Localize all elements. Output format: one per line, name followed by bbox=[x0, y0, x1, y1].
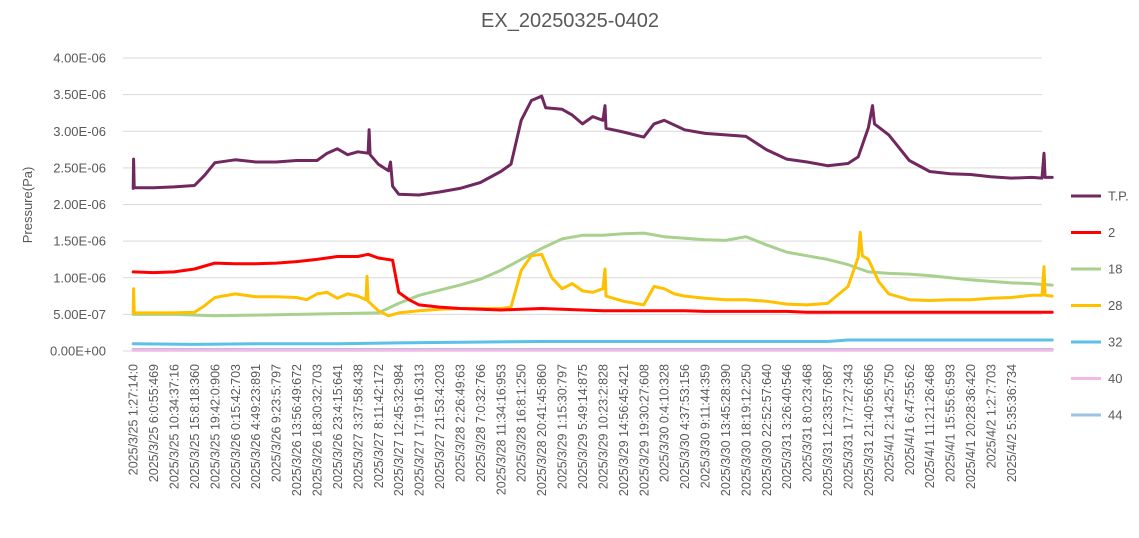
y-tick-label: 3.00E-06 bbox=[53, 124, 106, 139]
chart-title: EX_20250325-0402 bbox=[481, 10, 659, 32]
x-tick-label: 2025/3/28 11:34:16:953 bbox=[494, 364, 508, 495]
x-tick-label: 2025/3/25 6:0:55:469 bbox=[147, 364, 161, 482]
x-tick-label: 2025/4/1 2:14:25:750 bbox=[882, 364, 896, 482]
x-tick-label: 2025/3/27 3:37:58:438 bbox=[351, 364, 365, 489]
x-tick-label: 2025/3/28 20:41:45:860 bbox=[535, 364, 549, 496]
legend-label: 28 bbox=[1108, 298, 1122, 313]
legend-label: 44 bbox=[1108, 408, 1122, 423]
x-tick-label: 2025/3/25 19:42:0:906 bbox=[208, 364, 222, 489]
x-tick-label: 2025/3/31 3:26:40:546 bbox=[780, 364, 794, 489]
x-tick-label: 2025/4/2 1:2:7:703 bbox=[984, 364, 998, 468]
x-axis: 2025/3/25 1:27:14:0 2025/3/25 6:0:55:469 2… bbox=[127, 364, 1019, 496]
y-axis: 0.00E+00 5.00E-07 1.00E-06 1.50E-06 2.00E-06… bbox=[50, 51, 106, 359]
y-tick-label: 2.50E-06 bbox=[53, 160, 106, 175]
x-tick-label: 2025/3/30 9:11:44:359 bbox=[699, 364, 713, 488]
x-tick-label: 2025/3/25 1:27:14:0 bbox=[127, 364, 141, 475]
legend: T.P. 2 18 28 32 40 44 bbox=[1071, 189, 1129, 423]
series-lines bbox=[131, 94, 1054, 352]
y-tick-label: 1.50E-06 bbox=[53, 234, 106, 249]
y-tick-label: 3.50E-06 bbox=[53, 87, 106, 102]
x-tick-label: 2025/3/26 9:23:5:797 bbox=[270, 364, 284, 482]
x-tick-label: 2025/3/29 19:30:27:608 bbox=[637, 364, 651, 496]
x-tick-label: 2025/3/28 16:8:1:250 bbox=[515, 364, 529, 482]
y-tick-label: 1.00E-06 bbox=[53, 270, 106, 285]
x-tick-label: 2025/3/27 12:45:32:984 bbox=[392, 364, 406, 496]
x-tick-label: 2025/3/29 14:56:45:421 bbox=[617, 364, 631, 496]
x-tick-label: 2025/3/25 10:34:37:16 bbox=[168, 364, 182, 489]
y-tick-label: 2.00E-06 bbox=[53, 197, 106, 212]
x-tick-label: 2025/3/29 10:23:2:828 bbox=[596, 364, 610, 489]
x-tick-label: 2025/3/30 4:37:53:156 bbox=[678, 364, 692, 489]
x-tick-label: 2025/3/28 7:0:32:766 bbox=[474, 364, 488, 482]
x-tick-label: 2025/3/26 4:49:23:891 bbox=[249, 364, 263, 489]
series-line-28 bbox=[131, 230, 1054, 318]
x-tick-label: 2025/3/25 15:8:18:360 bbox=[188, 364, 202, 489]
legend-label: T.P. bbox=[1108, 189, 1129, 204]
x-tick-label: 2025/4/2 5:35:36:734 bbox=[1005, 364, 1019, 482]
x-tick-label: 2025/4/1 15:55:6:593 bbox=[944, 364, 958, 482]
series-line-2 bbox=[131, 252, 1054, 314]
x-tick-label: 2025/3/27 17:19:16:313 bbox=[413, 364, 427, 496]
x-tick-label: 2025/3/29 1:15:30:797 bbox=[556, 364, 570, 489]
legend-label: 2 bbox=[1108, 225, 1115, 240]
series-line-18 bbox=[131, 231, 1054, 318]
x-tick-label: 2025/3/30 13:45:28:390 bbox=[719, 364, 733, 496]
x-tick-label: 2025/4/1 20:28:36:420 bbox=[964, 364, 978, 489]
x-tick-label: 2025/3/27 8:11:42:172 bbox=[372, 364, 386, 488]
legend-label: 40 bbox=[1108, 371, 1122, 386]
series-line-T.P. bbox=[131, 94, 1054, 197]
legend-label: 18 bbox=[1108, 262, 1122, 277]
x-tick-label: 2025/3/31 12:33:57:687 bbox=[821, 364, 835, 496]
y-tick-label: 4.00E-06 bbox=[53, 51, 106, 66]
x-tick-label: 2025/4/1 6:47:55:62 bbox=[903, 364, 917, 475]
x-tick-label: 2025/4/1 11:21:26:468 bbox=[923, 364, 937, 488]
x-tick-label: 2025/3/31 21:40:56:656 bbox=[862, 364, 876, 496]
x-tick-label: 2025/3/31 8:0:23:468 bbox=[801, 364, 815, 482]
x-tick-label: 2025/3/29 5:49:14:875 bbox=[576, 364, 590, 489]
x-tick-label: 2025/3/30 18:19:12:250 bbox=[739, 364, 753, 496]
y-axis-label: Pressure(Pa) bbox=[20, 167, 35, 244]
x-tick-label: 2025/3/28 2:26:49:63 bbox=[453, 364, 467, 482]
y-tick-label: 0.00E+00 bbox=[50, 344, 106, 359]
grid-lines bbox=[123, 57, 1042, 352]
legend-label: 32 bbox=[1108, 335, 1122, 350]
series-line-32 bbox=[131, 338, 1054, 346]
x-tick-label: 2025/3/27 21:53:4:203 bbox=[433, 364, 447, 489]
x-tick-label: 2025/3/26 18:30:32:703 bbox=[311, 364, 325, 496]
y-tick-label: 5.00E-07 bbox=[53, 307, 106, 322]
x-tick-label: 2025/3/26 13:56:49:672 bbox=[290, 364, 304, 496]
x-tick-label: 2025/3/30 22:52:57:640 bbox=[760, 364, 774, 496]
x-tick-label: 2025/3/26 0:15:42:703 bbox=[229, 364, 243, 489]
x-tick-label: 2025/3/26 23:4:15:641 bbox=[331, 364, 345, 489]
x-tick-label: 2025/3/31 17:7:27:343 bbox=[841, 364, 855, 489]
x-tick-label: 2025/3/30 0:4:10:328 bbox=[658, 364, 672, 482]
